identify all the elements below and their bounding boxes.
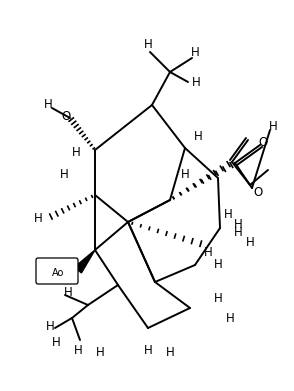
Text: H: H <box>214 258 222 271</box>
Polygon shape <box>75 250 95 273</box>
Text: H: H <box>60 169 69 181</box>
Text: H: H <box>52 335 60 348</box>
Text: H: H <box>225 312 234 325</box>
Text: H: H <box>204 246 212 258</box>
Text: H: H <box>224 208 232 221</box>
Text: O: O <box>258 136 268 149</box>
Text: H: H <box>96 346 104 359</box>
Text: H: H <box>234 226 242 239</box>
Text: H: H <box>144 344 152 357</box>
FancyBboxPatch shape <box>36 258 78 284</box>
Text: H: H <box>72 145 80 158</box>
Text: H: H <box>64 285 72 298</box>
Text: H: H <box>181 169 189 181</box>
Text: H: H <box>166 346 174 359</box>
Text: H: H <box>269 120 277 133</box>
Text: H: H <box>234 219 242 231</box>
Text: H: H <box>192 75 201 88</box>
Text: O: O <box>61 109 71 122</box>
Text: H: H <box>214 292 222 305</box>
Text: H: H <box>46 319 54 332</box>
Text: H: H <box>34 212 42 224</box>
Text: H: H <box>144 38 152 50</box>
Text: Ao: Ao <box>52 268 64 278</box>
Text: H: H <box>44 97 52 111</box>
Text: H: H <box>245 237 254 249</box>
Text: O: O <box>253 185 263 199</box>
Text: H: H <box>191 45 199 59</box>
Text: H: H <box>194 129 202 142</box>
Text: H: H <box>74 344 82 357</box>
